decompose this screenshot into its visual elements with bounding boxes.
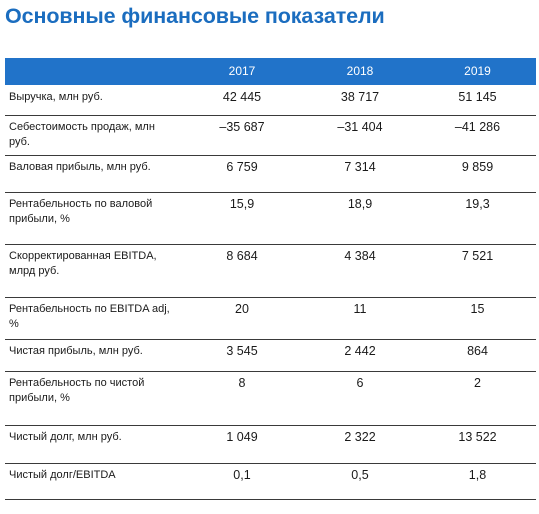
- row-label: Валовая прибыль, млн руб.: [9, 161, 151, 173]
- column-header-2017: 2017: [228, 64, 256, 78]
- row-divider: [5, 499, 536, 500]
- value-2019: 19,3: [465, 197, 490, 211]
- row-label: Чистый долг, млн руб.: [9, 431, 122, 443]
- value-2017: 3 545: [226, 344, 258, 358]
- row-divider: [5, 115, 536, 116]
- value-2017: 1 049: [226, 430, 258, 444]
- value-2018: 2 442: [344, 344, 376, 358]
- table-row: Чистый долг, млн руб. 1 049 2 322 13 522: [5, 426, 536, 464]
- row-divider: [5, 425, 536, 426]
- column-header-2019: 2019: [464, 64, 491, 78]
- table-header: 2017 2018 2019: [5, 58, 536, 85]
- value-2018: 18,9: [347, 197, 373, 211]
- row-divider: [5, 297, 536, 298]
- row-label: Выручка, млн руб.: [9, 91, 103, 103]
- row-label: Скорректированная EBITDA, млрд руб.: [9, 250, 157, 277]
- value-2017: 20: [235, 302, 249, 316]
- row-divider: [5, 463, 536, 464]
- table-row: Рентабельность по чистой прибыли, % 8 6 …: [5, 372, 536, 426]
- page-title: Основные финансовые показатели: [5, 4, 385, 28]
- value-2018: 11: [353, 302, 367, 316]
- value-2017: 15,9: [229, 197, 255, 211]
- value-2017: 6 759: [226, 160, 258, 174]
- row-label: Чистый долг/EBITDA: [9, 469, 116, 481]
- value-2017: 42 445: [222, 90, 262, 104]
- table-row: Чистая прибыль, млн руб. 3 545 2 442 864: [5, 340, 536, 372]
- value-2019: 2: [474, 376, 481, 390]
- value-2018: 6: [356, 376, 364, 390]
- row-label: Рентабельность по чистой прибыли, %: [9, 377, 145, 404]
- value-2019: 1,8: [468, 468, 487, 482]
- row-divider: [5, 371, 536, 372]
- value-2019: 9 859: [461, 160, 494, 174]
- value-2019: 13 522: [458, 430, 497, 444]
- table-row: Рентабельность по EBITDA adj, % 20 11 15: [5, 298, 536, 340]
- row-label: Себестоимость продаж, млн руб.: [9, 121, 155, 148]
- value-2017: 8 684: [226, 249, 258, 263]
- row-divider: [5, 155, 536, 156]
- value-2019: –41 286: [454, 120, 501, 134]
- table-row: Себестоимость продаж, млн руб. –35 687 –…: [5, 116, 536, 156]
- value-2018: 2 322: [344, 430, 376, 444]
- row-divider: [5, 339, 536, 340]
- value-2019: 51 145: [458, 90, 497, 104]
- column-header-2018: 2018: [346, 64, 374, 78]
- table-row: Рентабельность по валовой прибыли, % 15,…: [5, 193, 536, 245]
- value-2019: 864: [467, 344, 488, 358]
- value-2017: –35 687: [219, 120, 265, 134]
- row-label: Рентабельность по EBITDA adj, %: [9, 303, 170, 330]
- table-row: Скорректированная EBITDA, млрд руб. 8 68…: [5, 245, 536, 298]
- row-divider: [5, 192, 536, 193]
- value-2018: 38 717: [340, 90, 380, 104]
- value-2019: 7 521: [461, 249, 494, 263]
- value-2018: –31 404: [337, 120, 383, 134]
- value-2018: 0,5: [351, 468, 369, 482]
- table-row: Выручка, млн руб. 42 445 38 717 51 145: [5, 86, 536, 116]
- row-label: Чистая прибыль, млн руб.: [9, 345, 143, 357]
- value-2017: 0,1: [233, 468, 251, 482]
- row-divider: [5, 244, 536, 245]
- value-2018: 4 384: [344, 249, 376, 263]
- value-2017: 8: [238, 376, 246, 390]
- row-label: Рентабельность по валовой прибыли, %: [9, 198, 153, 225]
- table-row: Валовая прибыль, млн руб. 6 759 7 314 9 …: [5, 156, 536, 193]
- table-row: Чистый долг/EBITDA 0,1 0,5 1,8: [5, 464, 536, 500]
- value-2019: 15: [470, 302, 485, 316]
- value-2018: 7 314: [344, 160, 376, 174]
